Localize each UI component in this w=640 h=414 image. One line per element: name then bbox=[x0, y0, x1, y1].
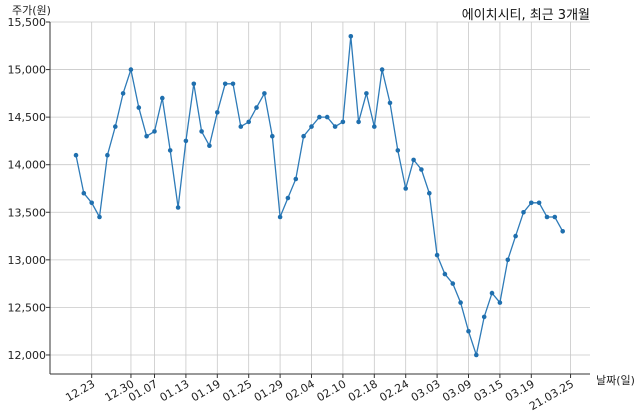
x-tick-label: 03.15 bbox=[472, 377, 506, 404]
data-point bbox=[120, 91, 126, 96]
data-point bbox=[387, 100, 393, 106]
x-tick-label: 01.25 bbox=[220, 377, 254, 404]
data-point bbox=[222, 81, 228, 87]
data-point bbox=[458, 300, 463, 305]
data-point bbox=[324, 114, 330, 120]
data-point bbox=[395, 148, 401, 153]
y-tick-label: 13,000 bbox=[8, 254, 47, 267]
data-point bbox=[277, 214, 283, 220]
data-point bbox=[434, 252, 440, 258]
x-tick-label: 03.09 bbox=[440, 377, 474, 404]
data-point bbox=[403, 186, 409, 191]
y-axis-label: 주가(원) bbox=[12, 4, 51, 17]
chart-title: 에이치시티, 최근 3개월 bbox=[462, 8, 590, 23]
y-tick-label: 15,000 bbox=[8, 64, 47, 77]
data-point bbox=[442, 271, 448, 277]
data-point bbox=[552, 214, 558, 220]
data-point bbox=[207, 143, 212, 148]
data-point bbox=[505, 257, 511, 263]
y-tick-label: 12,000 bbox=[8, 349, 47, 362]
data-point bbox=[81, 190, 87, 196]
axes bbox=[46, 21, 590, 378]
data-point bbox=[73, 152, 79, 158]
data-point bbox=[489, 290, 495, 296]
data-point bbox=[317, 114, 322, 120]
x-tick-label: 02.04 bbox=[283, 377, 317, 404]
data-point bbox=[513, 233, 518, 239]
data-point bbox=[215, 110, 220, 115]
data-point bbox=[536, 200, 542, 206]
data-point bbox=[89, 200, 94, 206]
data-point bbox=[160, 95, 165, 101]
x-tick-labels: 12.23 12.3001.0701.1301.1901.2501.2902.04… bbox=[63, 377, 576, 413]
y-tick-label: 14,000 bbox=[8, 159, 47, 172]
data-point bbox=[364, 91, 369, 96]
data-point bbox=[97, 214, 102, 220]
data-point bbox=[285, 195, 291, 201]
data-point bbox=[191, 81, 197, 87]
data-point bbox=[238, 124, 244, 129]
data-point bbox=[293, 176, 299, 182]
data-point bbox=[270, 133, 275, 139]
data-point bbox=[560, 229, 565, 234]
x-tick-label: 02.10 bbox=[315, 377, 349, 404]
data-point bbox=[340, 119, 346, 125]
data-point bbox=[105, 152, 110, 158]
x-tick-label: 21.03.25 bbox=[527, 377, 576, 413]
data-point bbox=[379, 67, 385, 72]
data-point bbox=[199, 129, 204, 134]
x-tick-label: 02.18 bbox=[346, 377, 380, 404]
y-tick-labels: 12,000 12,500 13,000 13,500 14,000 14,500 15,0… bbox=[8, 16, 47, 362]
data-point bbox=[474, 352, 479, 358]
data-point bbox=[152, 129, 157, 134]
x-tick-label: 01.13 bbox=[158, 377, 192, 404]
data-point bbox=[497, 300, 503, 305]
data-point bbox=[521, 210, 526, 215]
data-point bbox=[356, 119, 361, 125]
y-tick-label: 13,500 bbox=[8, 206, 47, 219]
x-tick-label: 01.19 bbox=[189, 377, 223, 404]
data-point bbox=[183, 138, 189, 144]
grid bbox=[50, 21, 590, 374]
x-tick-label: 03.03 bbox=[409, 377, 443, 404]
data-point bbox=[427, 190, 432, 196]
data-point bbox=[175, 205, 181, 210]
series bbox=[73, 34, 565, 358]
data-point bbox=[262, 91, 267, 96]
data-point bbox=[113, 124, 118, 129]
data-point bbox=[348, 34, 354, 39]
data-point bbox=[128, 67, 134, 72]
data-point bbox=[246, 119, 251, 125]
data-point bbox=[332, 124, 338, 129]
data-point bbox=[450, 281, 456, 286]
y-tick-label: 14,500 bbox=[8, 111, 47, 124]
data-point bbox=[411, 157, 416, 163]
data-point bbox=[419, 167, 424, 172]
x-tick-label: 02.24 bbox=[377, 377, 411, 404]
data-point bbox=[230, 81, 236, 87]
data-point bbox=[481, 314, 487, 320]
data-point bbox=[254, 105, 259, 110]
data-point bbox=[466, 328, 471, 334]
data-point bbox=[309, 124, 314, 129]
data-point bbox=[167, 148, 173, 153]
data-point bbox=[544, 214, 550, 220]
data-point bbox=[136, 105, 142, 110]
y-tick-label: 12,500 bbox=[8, 301, 47, 314]
y-tick-label: 15,500 bbox=[8, 16, 47, 29]
data-point bbox=[529, 200, 534, 206]
data-point bbox=[372, 124, 377, 129]
x-axis-label: 날짜(일) bbox=[596, 373, 635, 387]
data-point bbox=[301, 133, 306, 139]
data-point bbox=[144, 133, 149, 139]
x-tick-label: 01.29 bbox=[252, 377, 286, 404]
x-tick-label: 12.23 bbox=[63, 377, 97, 404]
